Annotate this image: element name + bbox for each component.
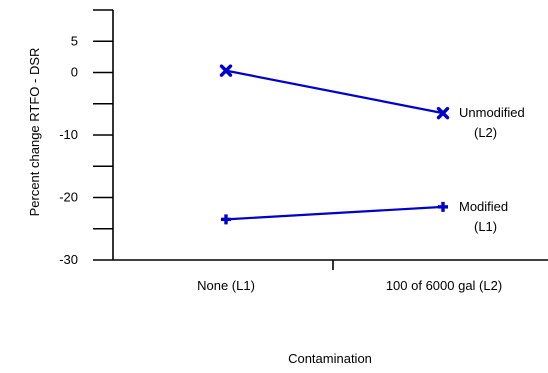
y-tick-label: -30 <box>59 252 78 267</box>
x-axis-title: Contamination <box>288 351 372 366</box>
y-tick-label: -10 <box>59 127 78 142</box>
y-tick-label: 0 <box>71 65 78 80</box>
series-line <box>225 69 444 115</box>
series-label: Modified <box>459 199 508 214</box>
x-axis: None (L1) 100 of 6000 gal (L2) <box>113 259 548 293</box>
y-axis-ticks <box>93 9 113 261</box>
y-axis-tick-labels: 5 0 -10 -20 -30 <box>59 33 78 267</box>
plus-marker-point <box>221 214 231 225</box>
series-label: (L2) <box>474 125 497 140</box>
series-line <box>225 205 444 221</box>
y-axis-title: Percent change RTFO - DSR <box>27 48 42 217</box>
x-tick-label-100-of-6000: 100 of 6000 gal (L2) <box>386 278 502 293</box>
y-tick-label: 5 <box>71 33 78 48</box>
series-labels: Unmodified (L2) Modified (L1) <box>459 105 525 234</box>
series-label: (L1) <box>474 219 497 234</box>
series-label: Unmodified <box>459 105 525 120</box>
y-axis: 5 0 -10 -20 -30 <box>59 9 114 267</box>
plus-marker-point <box>438 201 448 212</box>
x-marker-point <box>436 106 450 120</box>
x-tick-label-none: None (L1) <box>197 278 255 293</box>
y-tick-label: -20 <box>59 190 78 205</box>
series-layer <box>219 64 450 225</box>
x-marker-point <box>219 64 233 77</box>
